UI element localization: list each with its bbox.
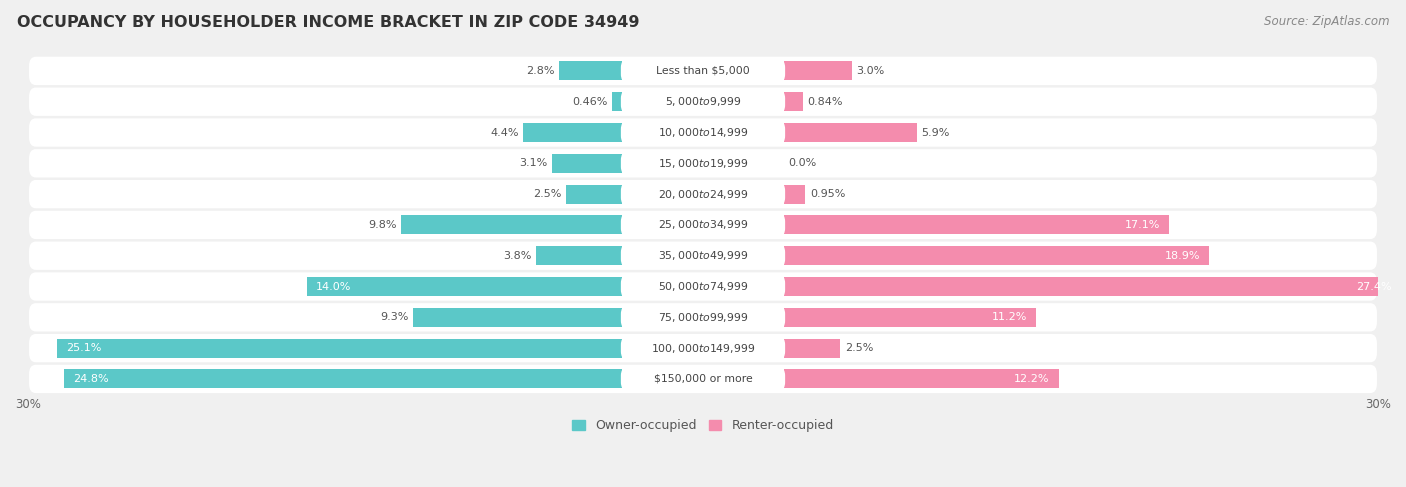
Text: 0.0%: 0.0% [789, 158, 817, 169]
FancyBboxPatch shape [621, 368, 785, 390]
Bar [612, 92, 621, 111]
Text: Less than $5,000: Less than $5,000 [657, 66, 749, 76]
FancyBboxPatch shape [621, 60, 785, 82]
Text: 2.8%: 2.8% [526, 66, 554, 76]
FancyBboxPatch shape [30, 56, 1376, 85]
Text: $10,000 to $14,999: $10,000 to $14,999 [658, 126, 748, 139]
FancyBboxPatch shape [621, 121, 785, 144]
Text: 0.84%: 0.84% [807, 97, 844, 107]
FancyBboxPatch shape [30, 303, 1376, 332]
Bar [560, 61, 621, 80]
Text: $100,000 to $149,999: $100,000 to $149,999 [651, 341, 755, 355]
Bar [785, 185, 806, 204]
Text: $5,000 to $9,999: $5,000 to $9,999 [665, 95, 741, 108]
Text: 2.5%: 2.5% [845, 343, 873, 353]
FancyBboxPatch shape [621, 276, 785, 298]
Text: 9.8%: 9.8% [368, 220, 396, 230]
Text: $75,000 to $99,999: $75,000 to $99,999 [658, 311, 748, 324]
Bar [785, 123, 917, 142]
Bar [565, 185, 621, 204]
Bar [63, 369, 621, 389]
Bar [785, 215, 1168, 234]
Bar [785, 338, 841, 357]
Text: Source: ZipAtlas.com: Source: ZipAtlas.com [1264, 15, 1389, 28]
FancyBboxPatch shape [621, 214, 785, 236]
Text: $50,000 to $74,999: $50,000 to $74,999 [658, 280, 748, 293]
Text: $15,000 to $19,999: $15,000 to $19,999 [658, 157, 748, 170]
Text: 12.2%: 12.2% [1014, 374, 1049, 384]
FancyBboxPatch shape [30, 180, 1376, 208]
FancyBboxPatch shape [30, 211, 1376, 239]
FancyBboxPatch shape [30, 365, 1376, 393]
Text: 0.95%: 0.95% [810, 189, 845, 199]
FancyBboxPatch shape [30, 272, 1376, 300]
Text: $20,000 to $24,999: $20,000 to $24,999 [658, 187, 748, 201]
FancyBboxPatch shape [30, 88, 1376, 116]
Bar [785, 92, 803, 111]
Text: 2.5%: 2.5% [533, 189, 561, 199]
Text: 4.4%: 4.4% [489, 128, 519, 137]
Text: 14.0%: 14.0% [316, 281, 352, 292]
FancyBboxPatch shape [621, 91, 785, 113]
Text: 25.1%: 25.1% [66, 343, 101, 353]
FancyBboxPatch shape [30, 149, 1376, 177]
Bar [785, 277, 1400, 296]
FancyBboxPatch shape [621, 244, 785, 267]
Text: 9.3%: 9.3% [380, 312, 408, 322]
Text: 3.8%: 3.8% [503, 251, 531, 261]
Text: $35,000 to $49,999: $35,000 to $49,999 [658, 249, 748, 262]
Bar [785, 369, 1059, 389]
Text: 3.0%: 3.0% [856, 66, 884, 76]
FancyBboxPatch shape [621, 337, 785, 359]
FancyBboxPatch shape [621, 183, 785, 205]
FancyBboxPatch shape [30, 334, 1376, 362]
Text: 18.9%: 18.9% [1164, 251, 1201, 261]
FancyBboxPatch shape [30, 242, 1376, 270]
Text: 3.1%: 3.1% [519, 158, 548, 169]
Bar [785, 308, 1036, 327]
Bar [58, 338, 621, 357]
Text: 17.1%: 17.1% [1125, 220, 1160, 230]
Text: 27.4%: 27.4% [1355, 281, 1392, 292]
Text: 11.2%: 11.2% [991, 312, 1026, 322]
Bar [523, 123, 621, 142]
Bar [307, 277, 621, 296]
Text: 5.9%: 5.9% [921, 128, 949, 137]
FancyBboxPatch shape [30, 118, 1376, 147]
FancyBboxPatch shape [621, 306, 785, 328]
Text: $150,000 or more: $150,000 or more [654, 374, 752, 384]
Text: 24.8%: 24.8% [73, 374, 108, 384]
Bar [413, 308, 621, 327]
Text: OCCUPANCY BY HOUSEHOLDER INCOME BRACKET IN ZIP CODE 34949: OCCUPANCY BY HOUSEHOLDER INCOME BRACKET … [17, 15, 640, 30]
Bar [402, 215, 621, 234]
Legend: Owner-occupied, Renter-occupied: Owner-occupied, Renter-occupied [568, 414, 838, 437]
Bar [553, 154, 621, 173]
Text: 0.46%: 0.46% [572, 97, 607, 107]
Bar [785, 61, 852, 80]
Bar [785, 246, 1209, 265]
Text: $25,000 to $34,999: $25,000 to $34,999 [658, 218, 748, 231]
FancyBboxPatch shape [621, 152, 785, 174]
Bar [537, 246, 621, 265]
